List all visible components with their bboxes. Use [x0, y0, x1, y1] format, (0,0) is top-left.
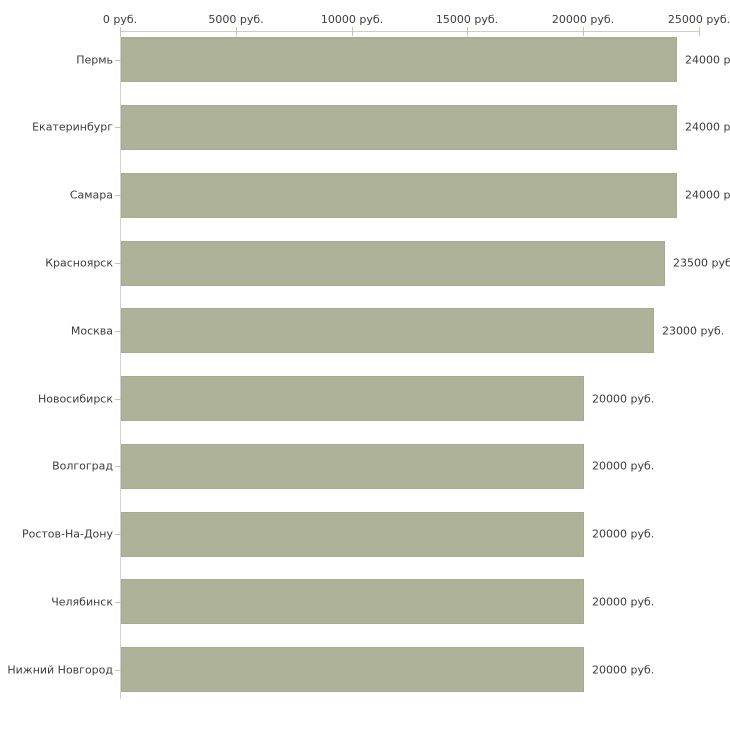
x-axis-tick	[467, 27, 468, 36]
x-axis-line	[120, 31, 699, 32]
bar-ростов-на-дону	[121, 512, 584, 557]
bar-красноярск	[121, 241, 665, 286]
x-axis-tick-label: 5000 руб.	[208, 13, 264, 26]
y-axis-tick	[115, 127, 121, 128]
value-label: 20000 руб.	[592, 527, 655, 541]
x-axis-tick	[236, 27, 237, 36]
y-axis-tick	[115, 670, 121, 671]
y-axis-tick	[115, 331, 121, 332]
category-label: Красноярск	[45, 256, 113, 270]
bar-пермь	[121, 37, 677, 82]
y-axis-tick	[115, 602, 121, 603]
value-label: 23500 руб.	[673, 256, 730, 270]
value-label: 20000 руб.	[592, 392, 655, 406]
category-label: Волгоград	[52, 459, 113, 473]
bar-екатеринбург	[121, 105, 677, 150]
value-label: 24000 руб.	[685, 53, 730, 67]
bar-волгоград	[121, 444, 584, 489]
category-label: Москва	[70, 324, 113, 338]
x-axis-tick-label: 15000 руб.	[435, 13, 499, 26]
category-label: Екатеринбург	[32, 120, 113, 134]
y-axis-tick	[115, 466, 121, 467]
value-label: 24000 руб.	[685, 188, 730, 202]
category-label: Челябинск	[51, 595, 113, 609]
category-label: Пермь	[76, 53, 113, 67]
bar-москва	[121, 308, 654, 353]
x-axis-tick	[583, 27, 584, 36]
value-label: 20000 руб.	[592, 459, 655, 473]
x-axis-tick	[352, 27, 353, 36]
y-axis-tick	[115, 399, 121, 400]
bar-нижний-новгород	[121, 647, 584, 692]
x-axis-tick-label: 20000 руб.	[551, 13, 615, 26]
x-axis-tick	[699, 27, 700, 36]
bar-самара	[121, 173, 677, 218]
y-axis-tick	[115, 534, 121, 535]
x-axis-tick-label: 0 руб.	[102, 13, 138, 26]
y-axis-line	[120, 31, 121, 699]
y-axis-tick	[115, 195, 121, 196]
category-label: Самара	[69, 188, 113, 202]
x-axis-tick-label: 10000 руб.	[320, 13, 384, 26]
x-axis-tick	[120, 27, 121, 36]
category-label: Ростов-На-Дону	[21, 527, 113, 541]
bar-челябинск	[121, 579, 584, 624]
x-axis-tick-label: 25000 руб.	[667, 13, 730, 26]
value-label: 20000 руб.	[592, 595, 655, 609]
category-label: Новосибирск	[37, 392, 113, 406]
y-axis-tick	[115, 263, 121, 264]
value-label: 24000 руб.	[685, 120, 730, 134]
bar-новосибирск	[121, 376, 584, 421]
value-label: 23000 руб.	[662, 324, 725, 338]
y-axis-tick	[115, 60, 121, 61]
value-label: 20000 руб.	[592, 663, 655, 677]
category-label: Нижний Новгород	[7, 663, 113, 677]
